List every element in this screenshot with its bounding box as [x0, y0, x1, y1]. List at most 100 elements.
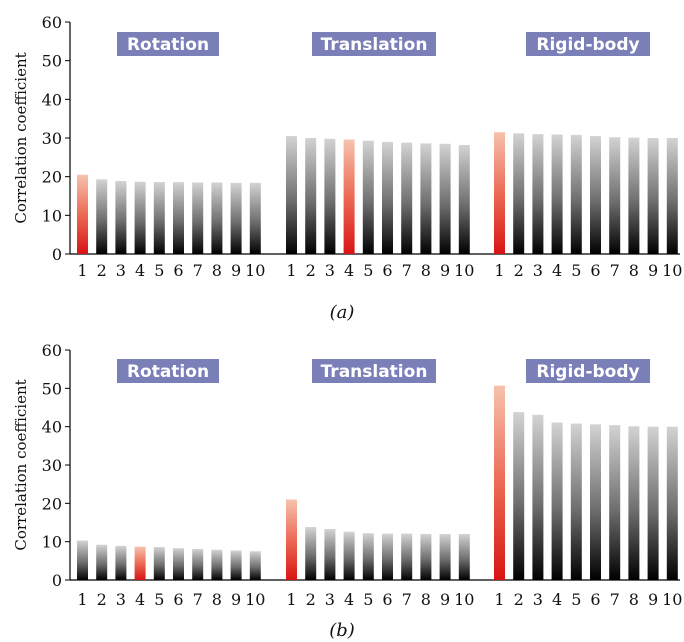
bar — [513, 133, 525, 254]
bar — [666, 138, 678, 254]
bar-group-rigid-body: 1 2 3 4 5 6 7 8 9 10 Rigid-body — [494, 359, 682, 609]
group-label-box — [312, 359, 436, 383]
x-tick-label: 7 — [193, 261, 203, 280]
y-tick-label: 10 — [42, 533, 62, 552]
x-tick-label: 8 — [212, 590, 222, 609]
bar — [551, 134, 563, 254]
y-tick-label: 20 — [42, 494, 62, 513]
x-tick-label: 3 — [325, 261, 335, 280]
y-tick-label: 30 — [42, 456, 62, 475]
x-tick-label: 7 — [402, 261, 412, 280]
group-label: Rigid-body — [536, 35, 639, 55]
bar-highlighted — [343, 139, 355, 254]
x-tick-label: 2 — [97, 261, 107, 280]
x-tick-label: 3 — [325, 590, 335, 609]
bar — [628, 426, 640, 580]
x-tick-label: 1 — [77, 590, 87, 609]
x-tick-label: 10 — [662, 590, 682, 609]
group-label: Rotation — [127, 35, 209, 55]
x-tick-label: 10 — [454, 590, 474, 609]
group-label: Translation — [321, 362, 428, 382]
bar — [590, 424, 601, 580]
bar — [192, 182, 204, 254]
bar — [382, 533, 393, 580]
group-label: Translation — [321, 35, 428, 55]
x-tick-label: 1 — [494, 590, 504, 609]
bar — [420, 534, 432, 580]
bar — [115, 545, 127, 580]
x-tick-label: 5 — [154, 261, 164, 280]
bar-highlighted — [134, 546, 146, 580]
bar — [211, 182, 223, 254]
x-tick-label: 2 — [306, 261, 316, 280]
bar — [115, 180, 127, 254]
bar — [230, 182, 242, 254]
bar — [230, 550, 242, 580]
bar — [439, 143, 451, 254]
x-tick-label: 4 — [344, 590, 354, 609]
bar — [362, 140, 374, 254]
x-tick-label: 7 — [402, 590, 412, 609]
y-tick-label: 60 — [42, 13, 62, 32]
bar — [134, 181, 146, 254]
bar — [192, 548, 204, 580]
x-tick-label: 3 — [116, 261, 126, 280]
x-tick-label: 7 — [610, 261, 620, 280]
x-tick-label: 8 — [212, 261, 222, 280]
bar — [96, 179, 108, 254]
bar — [532, 414, 544, 580]
panel-caption: (a) — [330, 302, 355, 323]
bar — [324, 138, 336, 254]
x-tick-label: 9 — [231, 590, 241, 609]
bar — [305, 138, 317, 254]
x-tick-label: 10 — [245, 590, 265, 609]
bar — [96, 544, 108, 580]
y-axis-label: Correlation coefficient — [12, 379, 30, 550]
bar — [382, 141, 393, 254]
y-tick-label: 20 — [42, 168, 62, 187]
x-tick-label: 6 — [382, 590, 392, 609]
y-tick-label: 40 — [42, 418, 62, 437]
y-tick-label: 50 — [42, 52, 62, 71]
bar — [570, 134, 582, 254]
x-tick-label: 6 — [382, 261, 392, 280]
x-tick-label: 9 — [648, 261, 658, 280]
y-tick-label: 30 — [42, 129, 62, 148]
bar — [458, 144, 470, 254]
bar — [551, 422, 563, 580]
y-tick-label: 10 — [42, 206, 62, 225]
x-tick-label: 10 — [454, 261, 474, 280]
bar — [173, 182, 184, 254]
x-tick-label: 9 — [440, 590, 450, 609]
y-tick-label: 0 — [52, 571, 62, 590]
bar-highlighted — [286, 499, 297, 580]
bar — [343, 531, 355, 580]
group-label-box — [526, 359, 650, 383]
group-label-box — [117, 359, 219, 383]
x-tick-label: 10 — [662, 261, 682, 280]
x-tick-label: 2 — [97, 590, 107, 609]
x-tick-label: 5 — [363, 261, 373, 280]
x-tick-label: 1 — [77, 261, 87, 280]
x-tick-label: 6 — [590, 261, 600, 280]
x-tick-label: 9 — [440, 261, 450, 280]
bar-group-translation: 1 2 3 4 5 6 7 8 9 10 Translation — [286, 32, 474, 280]
y-tick-label: 50 — [42, 379, 62, 398]
bar-group-translation: 1 2 3 4 5 6 7 8 9 10 Translation — [286, 359, 474, 609]
bar — [173, 548, 184, 580]
x-tick-label: 4 — [552, 590, 562, 609]
x-tick-label: 1 — [286, 590, 296, 609]
bar-group-rotation: 1 2 3 4 5 6 7 8 9 10 Rotation — [77, 32, 265, 280]
group-label-box — [526, 32, 650, 56]
bar-highlighted — [494, 132, 505, 254]
x-tick-label: 5 — [363, 590, 373, 609]
y-tick-label: 40 — [42, 90, 62, 109]
bar — [458, 534, 470, 580]
x-tick-label: 2 — [514, 261, 524, 280]
panel-caption: (b) — [329, 620, 355, 641]
bar — [609, 425, 621, 580]
bar — [647, 138, 659, 254]
x-tick-label: 9 — [648, 590, 658, 609]
x-tick-label: 6 — [173, 261, 183, 280]
bar-group-rotation: 1 2 3 4 5 6 7 8 9 10 Rotation — [77, 359, 265, 609]
